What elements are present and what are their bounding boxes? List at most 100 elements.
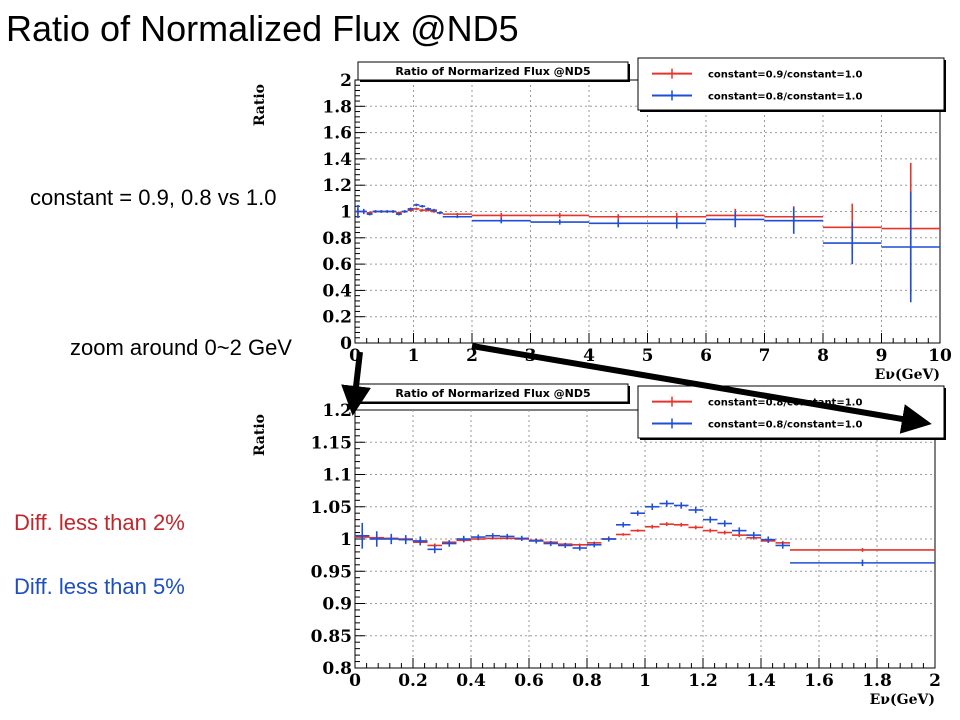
y-tick-label: 1.1 xyxy=(322,466,352,486)
data-point xyxy=(688,525,703,530)
data-point xyxy=(703,528,718,533)
data-point xyxy=(398,535,413,545)
data-point xyxy=(659,522,674,527)
data-point xyxy=(823,222,882,265)
data-point xyxy=(442,540,457,547)
data-point xyxy=(471,534,486,540)
x-tick-label: 7 xyxy=(759,346,771,366)
legend-label: constant=0.8/constant=1.0 xyxy=(708,419,862,430)
y-tick-label: 0.2 xyxy=(322,308,352,328)
y-tick-label: 1 xyxy=(340,203,352,223)
data-point xyxy=(378,210,385,213)
data-point xyxy=(616,533,631,536)
data-point xyxy=(543,540,558,547)
data-point xyxy=(530,212,589,219)
y-tick-label: 1.4 xyxy=(322,150,352,170)
y-tick-label: 1 xyxy=(340,530,352,550)
data-point xyxy=(645,524,660,529)
data-point xyxy=(601,536,616,542)
data-point xyxy=(688,506,703,514)
chart-zoom-range: 0 0.2 0.4 0.6 0.8 1 1.2 1.4 1.6 1.8 2 0.8 0.85 0.9 0.9… xyxy=(252,383,946,708)
y-tick-label: 0.8 xyxy=(322,229,352,249)
y-tick-label: 1.05 xyxy=(311,498,352,518)
note-blue-diff: Diff. less than 5% xyxy=(14,574,185,599)
x-tick-label: 2 xyxy=(466,346,478,366)
data-point xyxy=(384,533,399,545)
y-tick-label: 0 xyxy=(340,334,352,354)
data-point xyxy=(764,207,823,234)
data-point xyxy=(881,191,940,303)
data-point xyxy=(514,535,529,541)
x-tick-label: 1.6 xyxy=(804,671,834,691)
data-point xyxy=(790,548,935,552)
data-point xyxy=(355,522,370,549)
legend-box xyxy=(637,57,945,111)
legend: constant=0.9/constant=1.0 constant=0.8/co… xyxy=(637,57,946,112)
y-axis-title: Ratio xyxy=(252,414,268,456)
data-point xyxy=(472,212,531,219)
zoom-arrow-right xyxy=(471,343,932,434)
data-point xyxy=(732,527,747,534)
data-point xyxy=(630,510,645,516)
data-point xyxy=(746,531,761,539)
y-tick-label: 1.2 xyxy=(322,401,352,421)
legend-label: constant=0.9/constant=1.0 xyxy=(708,70,862,81)
note-red-diff: Diff. less than 2% xyxy=(14,510,185,535)
data-point xyxy=(790,559,935,567)
x-axis-title: Eν(GeV) xyxy=(875,367,940,383)
y-tick-label: 0.85 xyxy=(311,627,352,647)
data-point xyxy=(419,204,426,208)
x-tick-label: 9 xyxy=(876,346,888,366)
x-tick-label: 6 xyxy=(700,346,712,366)
x-tick-label: 1.2 xyxy=(688,671,718,691)
y-axis-title: Ratio xyxy=(252,84,268,126)
data-point xyxy=(659,500,674,507)
data-point xyxy=(589,214,648,220)
data-point xyxy=(369,531,384,547)
data-point xyxy=(419,208,426,212)
note-zoom: zoom around 0~2 GeV xyxy=(70,335,292,360)
y-tick-label: 0.8 xyxy=(322,659,352,679)
x-tick-label: 10 xyxy=(928,346,952,366)
y-tick-label: 0.6 xyxy=(322,255,352,275)
y-tick-label: 1.6 xyxy=(322,124,352,144)
data-point xyxy=(587,542,602,548)
data-point xyxy=(616,522,631,528)
data-point xyxy=(703,516,718,523)
x-tick-label: 1 xyxy=(408,346,420,366)
data-point xyxy=(366,212,373,216)
y-tick-label: 2 xyxy=(340,71,352,91)
data-point xyxy=(372,210,379,213)
data-point xyxy=(761,536,776,543)
data-point xyxy=(413,536,428,546)
legend: constant=0.8/constant=1.0 constant=0.8/co… xyxy=(637,385,946,440)
x-tick-label: 0.8 xyxy=(572,671,602,691)
data-point xyxy=(674,502,689,509)
zoom-arrows xyxy=(341,343,932,434)
data-point xyxy=(717,530,732,535)
y-tick-label: 0.4 xyxy=(322,281,352,301)
zoom-arrow-left xyxy=(341,351,371,416)
x-tick-label: 0.2 xyxy=(398,671,428,691)
title-box xyxy=(357,61,629,81)
y-tick-label: 0.95 xyxy=(311,562,352,582)
data-point xyxy=(630,529,645,532)
data-point xyxy=(647,218,706,229)
data-point xyxy=(706,211,765,228)
x-tick-label: 0.6 xyxy=(514,671,544,691)
chart-title-box: Ratio of Normarized Flux @ND5 xyxy=(357,61,630,82)
note-constant: constant = 0.9, 0.8 vs 1.0 xyxy=(30,185,277,210)
data-point xyxy=(390,210,396,213)
data-point xyxy=(442,215,472,219)
data-point xyxy=(500,533,515,539)
data-point xyxy=(472,218,531,224)
data-point xyxy=(395,212,402,216)
series-blue xyxy=(355,500,935,567)
x-tick-label: 2 xyxy=(929,671,941,691)
x-tick-label: 0.4 xyxy=(456,671,486,691)
data-point xyxy=(425,207,432,211)
legend-label: constant=0.8/constant=1.0 xyxy=(708,91,862,102)
data-point xyxy=(442,212,472,216)
data-point xyxy=(355,204,361,219)
x-tick-label: 8 xyxy=(817,346,829,366)
